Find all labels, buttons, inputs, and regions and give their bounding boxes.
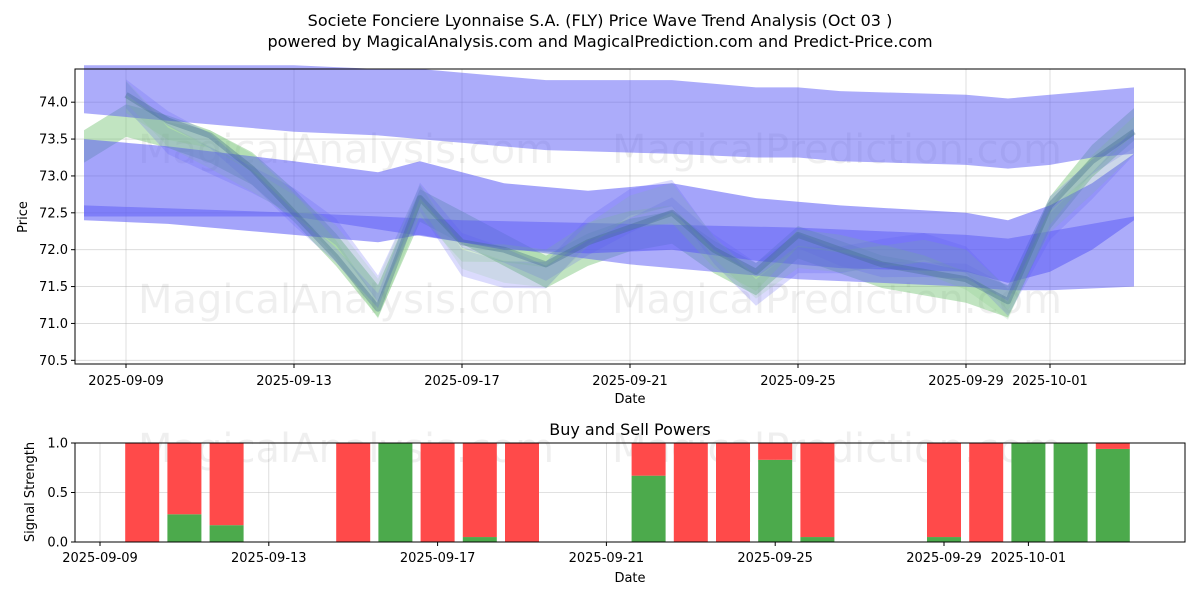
upper-blue-band xyxy=(84,65,1134,169)
buy-power-bar xyxy=(1053,443,1088,542)
price-x-tick-label: 2025-09-13 xyxy=(256,374,332,389)
buy-power-bar xyxy=(927,537,961,542)
buy-sell-y-tick-label: 0.0 xyxy=(47,536,68,551)
buy-power-bar xyxy=(378,443,413,542)
sell-power-bar xyxy=(167,443,202,515)
buy-power-bar xyxy=(631,475,666,542)
price-y-tick-label: 73.5 xyxy=(39,133,68,148)
buy-power-bar xyxy=(800,537,835,542)
price-y-axis: 70.5 71.0 71.5 72.0 72.5 73.0 73.5 74.0 xyxy=(39,96,75,369)
sell-power-bar xyxy=(631,443,666,476)
price-wave-bands xyxy=(84,65,1136,320)
buy-sell-x-axis: 2025-09-09 2025-09-13 2025-09-17 2025-09-21… xyxy=(62,542,1066,566)
buy-sell-x-tick-label: 2025-10-01 xyxy=(991,551,1067,566)
price-panel: MagicalAnalysis.com MagicalPrediction.co… xyxy=(16,65,1186,407)
price-x-tick-label: 2025-10-01 xyxy=(1012,374,1088,389)
price-x-tick-label: 2025-09-17 xyxy=(424,374,500,389)
chart-title-line1: Societe Fonciere Lyonnaise S.A. (FLY) Pr… xyxy=(308,11,893,30)
sell-power-bar xyxy=(1095,443,1130,449)
price-x-axis: 2025-09-09 2025-09-13 2025-09-17 2025-09-21… xyxy=(88,364,1088,389)
price-y-tick-label: 74.0 xyxy=(39,96,68,111)
price-x-tick-label: 2025-09-29 xyxy=(928,374,1004,389)
sell-power-bar xyxy=(462,443,497,538)
buy-sell-x-tick-label: 2025-09-13 xyxy=(231,551,307,566)
sell-power-bar xyxy=(758,443,793,460)
buy-sell-panel: Buy and Sell Powers MagicalAnalysis.com … xyxy=(23,420,1186,586)
buy-sell-x-tick-label: 2025-09-21 xyxy=(569,551,645,566)
buy-sell-bars xyxy=(125,443,1130,542)
sell-power-bar xyxy=(716,443,750,542)
buy-power-bar xyxy=(209,525,244,542)
sell-power-bar xyxy=(927,443,961,538)
price-y-tick-label: 71.0 xyxy=(39,317,68,332)
buy-power-bar xyxy=(758,459,793,542)
buy-sell-x-tick-label: 2025-09-09 xyxy=(62,551,138,566)
price-wave-core xyxy=(124,92,1136,312)
buy-sell-title: Buy and Sell Powers xyxy=(549,420,711,439)
watermark-analysis-mid: MagicalAnalysis.com xyxy=(138,277,554,323)
buy-sell-x-axis-label: Date xyxy=(614,571,645,586)
price-x-axis-label: Date xyxy=(614,392,645,407)
price-x-tick-label: 2025-09-21 xyxy=(592,374,668,389)
price-wave-trace xyxy=(126,80,1134,311)
buy-power-bar xyxy=(1095,448,1130,542)
price-y-tick-label: 72.0 xyxy=(39,243,68,258)
buy-power-bar xyxy=(167,514,202,542)
sell-power-bar xyxy=(505,443,539,542)
price-y-tick-label: 71.5 xyxy=(39,280,68,295)
sell-power-bar xyxy=(336,443,371,542)
buy-sell-y-axis: 0.0 0.5 1.0 xyxy=(47,437,75,551)
buy-power-bar xyxy=(1011,443,1046,542)
price-x-tick-label: 2025-09-09 xyxy=(88,374,164,389)
price-y-tick-label: 70.5 xyxy=(39,354,68,369)
sell-power-bar xyxy=(125,443,160,542)
sell-power-bar xyxy=(969,443,1004,542)
price-y-tick-label: 73.0 xyxy=(39,169,68,184)
price-x-tick-label: 2025-09-25 xyxy=(760,374,836,389)
price-wave-trace xyxy=(126,81,1134,316)
buy-power-bar xyxy=(462,537,497,542)
sell-power-bar xyxy=(209,443,244,526)
buy-sell-y-tick-label: 1.0 xyxy=(47,437,68,452)
price-y-tick-label: 72.5 xyxy=(39,206,68,221)
buy-sell-x-tick-label: 2025-09-17 xyxy=(400,551,476,566)
buy-sell-y-tick-label: 0.5 xyxy=(47,486,68,501)
buy-sell-y-axis-label: Signal Strength xyxy=(23,442,38,542)
buy-sell-x-tick-label: 2025-09-25 xyxy=(737,551,813,566)
sell-power-bar xyxy=(420,443,455,542)
chart-title-line2: powered by MagicalAnalysis.com and Magic… xyxy=(267,32,932,51)
sell-power-bar xyxy=(673,443,708,542)
sell-power-bar xyxy=(800,443,835,538)
lower-blue-band xyxy=(84,205,1134,291)
price-y-axis-label: Price xyxy=(16,201,31,233)
buy-sell-x-tick-label: 2025-09-29 xyxy=(906,551,982,566)
